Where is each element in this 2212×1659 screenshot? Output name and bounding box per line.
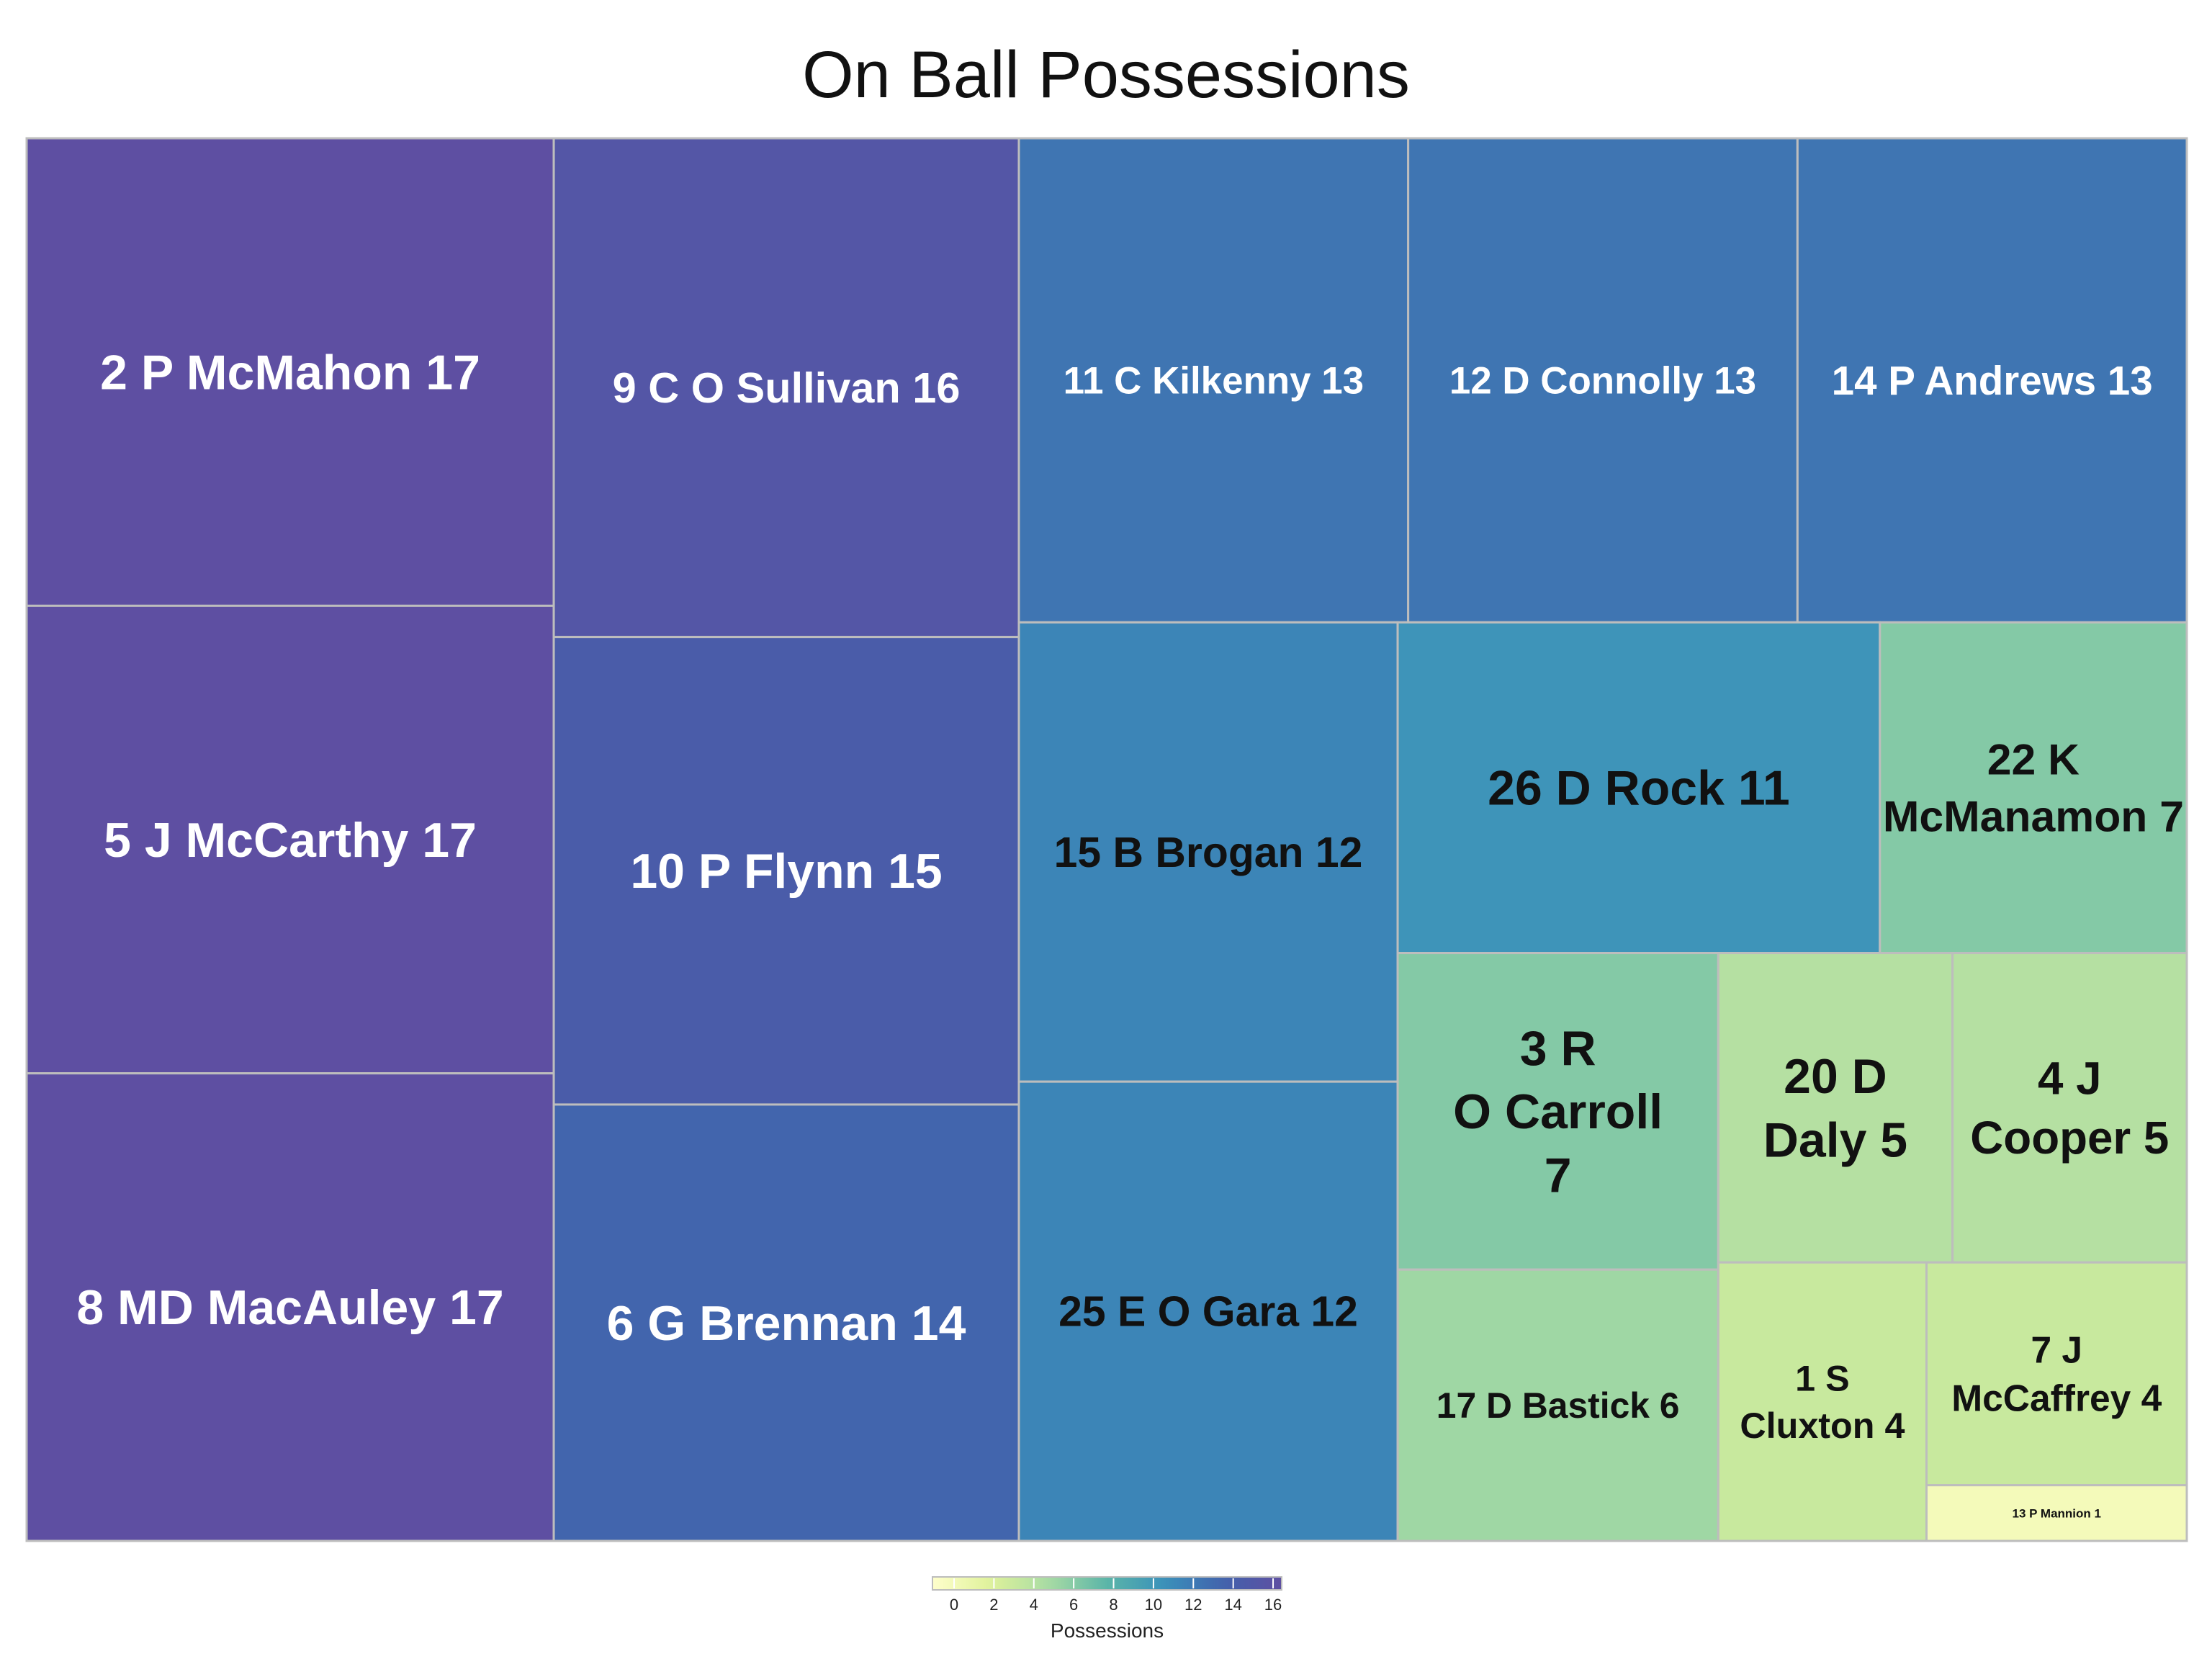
- tile-rect: [1017, 621, 1399, 1083]
- tile-label: 5 J McCarthy 17: [104, 813, 477, 868]
- tile-rect: [1396, 1268, 1719, 1542]
- tile-rect: [1717, 1261, 1928, 1542]
- tile-2-p-mcmahon: 2 P McMahon 17: [25, 137, 555, 607]
- tile-11-c-kilkenny: 11 C Kilkenny 13: [1017, 137, 1410, 624]
- tile-1-s-cluxton: 1 S Cluxton 4: [1717, 1261, 1928, 1542]
- tile-15-b-brogan: 15 B Brogan 12: [1017, 621, 1399, 1083]
- tile-label: 17 D Bastick 6: [1437, 1385, 1680, 1426]
- tile-label: 15 B Brogan 12: [1054, 830, 1363, 876]
- tile-rect: [25, 1072, 555, 1542]
- tile-label: 7 J McCaffrey 4: [1951, 1329, 2162, 1419]
- tile-10-p-flynn: 10 P Flynn 15: [552, 636, 1020, 1106]
- tile-7-j-mccaffrey: 7 J McCaffrey 4: [1925, 1261, 2188, 1487]
- tile-label: 1 S Cluxton 4: [1740, 1358, 1905, 1446]
- tile-label: 12 D Connolly 13: [1449, 360, 1756, 403]
- tile-6-g-brennan: 6 G Brennan 14: [552, 1103, 1020, 1542]
- tile-label: 20 D Daly 5: [1763, 1049, 1907, 1167]
- tile-label: 4 J Cooper 5: [1970, 1053, 2169, 1164]
- tile-12-d-connolly: 12 D Connolly 13: [1407, 137, 1799, 624]
- tile-rect: [1796, 137, 2188, 624]
- tile-rect: [1717, 952, 1954, 1264]
- tile-label: 25 E O Gara 12: [1058, 1289, 1358, 1336]
- tile-label: 14 P Andrews 13: [1832, 358, 2153, 403]
- tile-rect: [1925, 1261, 2188, 1487]
- tile-rect: [1879, 621, 2188, 955]
- tile-label: 11 C Kilkenny 13: [1064, 360, 1364, 403]
- tile-rect: [1925, 1484, 2188, 1542]
- tile-rect: [1017, 1080, 1399, 1542]
- tile-label: 8 MD MacAuley 17: [76, 1280, 503, 1335]
- tile-8-md-macauley: 8 MD MacAuley 17: [25, 1072, 555, 1542]
- tile-label: 2 P McMahon 17: [100, 345, 480, 400]
- tile-rect: [1951, 952, 2188, 1264]
- chart-title: On Ball Possessions: [802, 38, 1410, 112]
- tile-9-c-o-sullivan: 9 C O Sullivan 16: [552, 137, 1020, 639]
- tile-17-d-bastick: 17 D Bastick 6: [1396, 1268, 1719, 1542]
- tile-5-j-mccarthy: 5 J McCarthy 17: [25, 604, 555, 1075]
- tile-label: 10 P Flynn 15: [630, 844, 942, 899]
- tile-rect: [552, 137, 1020, 639]
- tile-rect: [552, 1103, 1020, 1542]
- tile-26-d-rock: 26 D Rock 11: [1396, 621, 1881, 955]
- tile-20-d-daly: 20 D Daly 5: [1717, 952, 1954, 1264]
- tile-rect: [25, 604, 555, 1075]
- tile-25-e-o-gara: 25 E O Gara 12: [1017, 1080, 1399, 1542]
- tile-4-j-cooper: 4 J Cooper 5: [1951, 952, 2188, 1264]
- tile-14-p-andrews: 14 P Andrews 13: [1796, 137, 2188, 624]
- tile-label: 13 P Mannion 1: [2013, 1506, 2101, 1520]
- tile-rect: [25, 137, 555, 607]
- tile-22-k-mcmanamon: 22 K McManamon 7: [1879, 621, 2188, 955]
- tile-rect: [1396, 621, 1881, 955]
- tile-label: 26 D Rock 11: [1488, 761, 1790, 816]
- tile-rect: [1396, 952, 1719, 1271]
- tile-13-p-mannion: 13 P Mannion 1: [1925, 1484, 2188, 1542]
- tile-rect: [1017, 137, 1410, 624]
- tile-label: 9 C O Sullivan 16: [613, 364, 961, 412]
- tile-label: 6 G Brennan 14: [607, 1296, 966, 1351]
- tile-rect: [1407, 137, 1799, 624]
- tile-label: 22 K McManamon 7: [1883, 735, 2184, 841]
